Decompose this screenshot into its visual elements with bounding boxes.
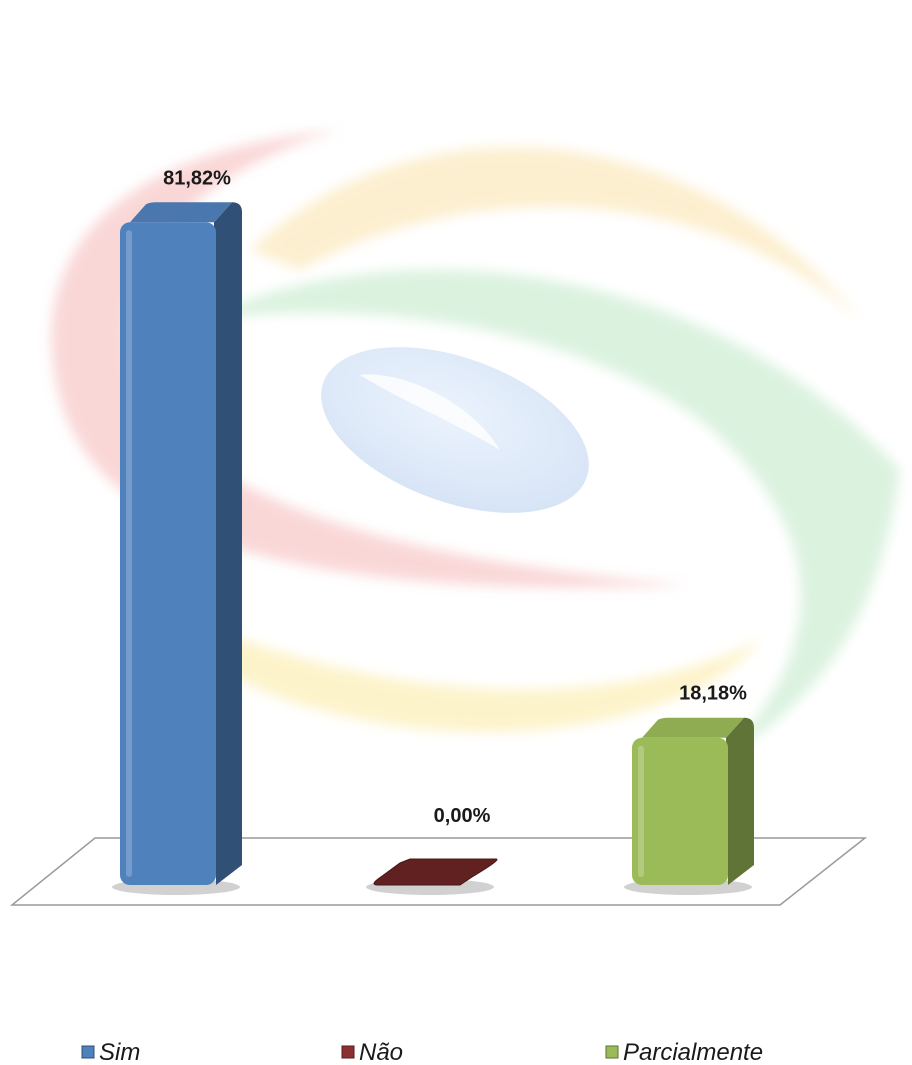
legend-item-parcialmente: Parcialmente [605, 1039, 763, 1065]
legend-label: Não [359, 1039, 403, 1065]
bar-top [130, 202, 232, 223]
legend-label: Sim [99, 1039, 140, 1065]
data-label-parcialmente: 18,18% [679, 683, 747, 705]
legend-swatch [341, 1045, 355, 1059]
bar-side [726, 717, 754, 885]
data-label-nao: 0,00% [434, 805, 491, 827]
legend-label: Parcialmente [623, 1039, 763, 1065]
bar-highlight [638, 745, 644, 877]
bar-front [120, 222, 216, 885]
bar-top [642, 717, 744, 738]
bar-sim [112, 202, 242, 895]
bar-front [632, 737, 728, 885]
bar-highlight [126, 230, 132, 877]
bars-layer [112, 202, 754, 895]
bar-nao [366, 858, 498, 895]
legend-item-sim: Sim [81, 1039, 140, 1065]
data-labels-layer: 81,82% 0,00% 18,18% [163, 167, 747, 827]
legend-swatch [81, 1045, 95, 1059]
legend: Sim Não Parcialmente [81, 1039, 763, 1065]
data-label-sim: 81,82% [163, 167, 231, 189]
bar-parcialmente [624, 717, 754, 895]
bar-nao-flat [373, 858, 498, 886]
bar-side [214, 202, 242, 885]
legend-swatch [605, 1045, 619, 1059]
legend-item-nao: Não [341, 1039, 403, 1065]
